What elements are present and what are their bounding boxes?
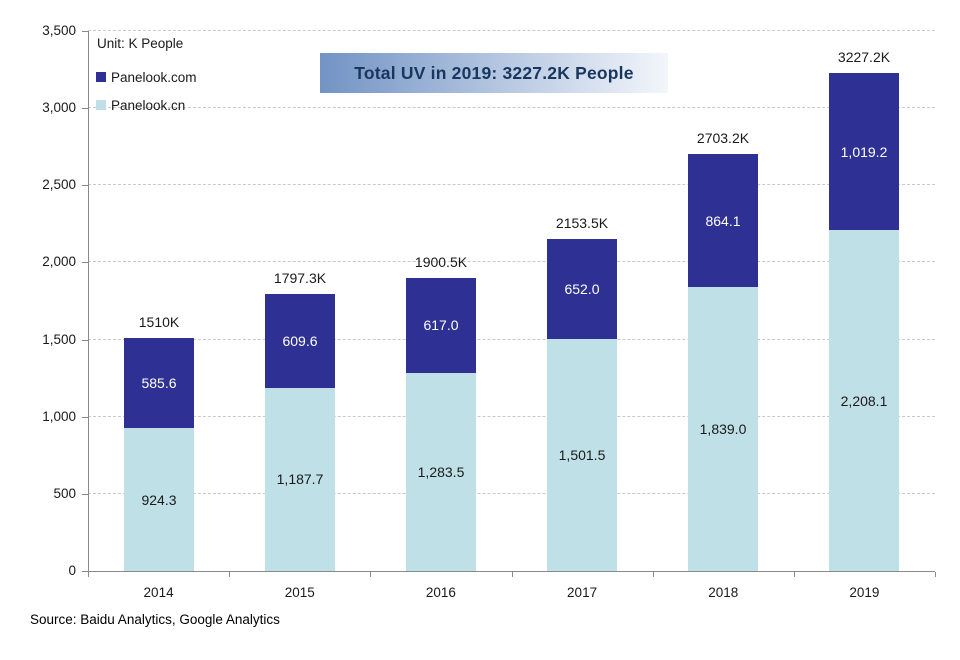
y-axis-tick: [82, 185, 88, 187]
gridline: [88, 30, 935, 31]
total-label: 3227.2K: [837, 49, 891, 65]
gridline: [88, 338, 935, 340]
total-label: 1797.3K: [273, 270, 327, 286]
y-axis-tick: [82, 108, 88, 110]
legend-label-panelook-com: Panelook.com: [111, 69, 197, 85]
gridline: [88, 184, 935, 186]
y-tick-label: 500: [53, 485, 76, 501]
bar-segment-panelook-com: [829, 73, 899, 231]
y-axis-line: [88, 31, 89, 571]
x-category-label: 2019: [849, 585, 880, 600]
y-tick-label: 3,500: [42, 23, 76, 38]
gridline: [88, 492, 935, 494]
x-axis-tick: [794, 572, 795, 577]
y-tick-label: 3,000: [42, 100, 76, 116]
bar-segment-panelook-cn: [124, 428, 194, 571]
gridline: [88, 107, 935, 109]
y-tick-label: 1,000: [42, 408, 76, 424]
legend-label-panelook-cn: Panelook.cn: [111, 97, 186, 113]
bar-value-label: 924.3: [141, 492, 177, 508]
x-category-label: 2018: [708, 585, 739, 600]
x-axis-tick: [653, 572, 654, 577]
legend-swatch-panelook-cn: [96, 100, 106, 110]
x-axis-tick: [935, 572, 936, 577]
y-axis-tick: [82, 31, 88, 32]
x-category-label: 2016: [425, 585, 456, 600]
x-category-label: 2014: [143, 585, 174, 600]
bar-segment-panelook-cn: [265, 387, 335, 571]
total-label: 1510K: [138, 314, 180, 330]
unit-label: Unit: K People: [97, 36, 184, 51]
bar-segment-panelook-cn: [688, 287, 758, 571]
bar-value-label: 2,208.1: [840, 393, 888, 409]
y-tick-label: 2,500: [42, 177, 76, 193]
y-tick-label: 0: [68, 563, 76, 578]
total-label: 2703.2K: [696, 130, 750, 146]
y-axis-tick: [82, 571, 88, 572]
legend-item-panelook-com: Panelook.com: [96, 63, 197, 91]
chart-title: Total UV in 2019: 3227.2K People: [354, 62, 634, 83]
bar-value-label: 609.6: [282, 333, 318, 349]
y-tick-label: 1,500: [42, 331, 76, 347]
bar-value-label: 617.0: [423, 317, 459, 333]
y-tick-label: 2,000: [42, 254, 76, 270]
x-axis-tick: [370, 572, 371, 577]
x-axis-tick: [88, 572, 89, 577]
x-axis-tick: [512, 572, 513, 577]
bar-value-label: 652.0: [564, 281, 600, 297]
bar-value-label: 1,019.2: [840, 144, 888, 160]
total-label: 2153.5K: [555, 215, 609, 231]
bar-segment-panelook-cn: [829, 230, 899, 571]
gridline: [88, 261, 935, 263]
bar-value-label: 1,283.5: [417, 464, 465, 480]
legend-item-panelook-cn: Panelook.cn: [96, 91, 197, 119]
y-axis-tick: [82, 416, 88, 418]
legend: Panelook.com Panelook.cn: [96, 63, 197, 119]
bar-segment-panelook-com: [124, 338, 194, 429]
y-axis-tick: [82, 262, 88, 264]
bar-segment-panelook-com: [265, 293, 335, 388]
bar-value-label: 1,187.7: [276, 471, 324, 487]
chart-title-banner: Total UV in 2019: 3227.2K People: [320, 53, 668, 93]
x-category-label: 2015: [284, 585, 315, 600]
bar-value-label: 1,839.0: [699, 421, 747, 437]
bar-value-label: 1,501.5: [558, 447, 606, 463]
y-axis-tick: [82, 339, 88, 341]
source-note: Source: Baidu Analytics, Google Analytic…: [30, 612, 280, 627]
bar-value-label: 864.1: [705, 213, 741, 229]
bar-segment-panelook-com: [688, 153, 758, 288]
legend-swatch-panelook-com: [96, 72, 106, 82]
bar-value-label: 585.6: [141, 375, 177, 391]
y-axis-tick: [82, 493, 88, 495]
bar-segment-panelook-com: [406, 277, 476, 373]
x-category-label: 2017: [567, 585, 598, 600]
total-label: 1900.5K: [414, 254, 468, 270]
bar-segment-panelook-com: [547, 238, 617, 340]
bar-segment-panelook-cn: [547, 339, 617, 571]
bar-segment-panelook-cn: [406, 372, 476, 571]
x-axis-tick: [229, 572, 230, 577]
gridline: [88, 415, 935, 417]
x-axis-line: [88, 571, 935, 572]
